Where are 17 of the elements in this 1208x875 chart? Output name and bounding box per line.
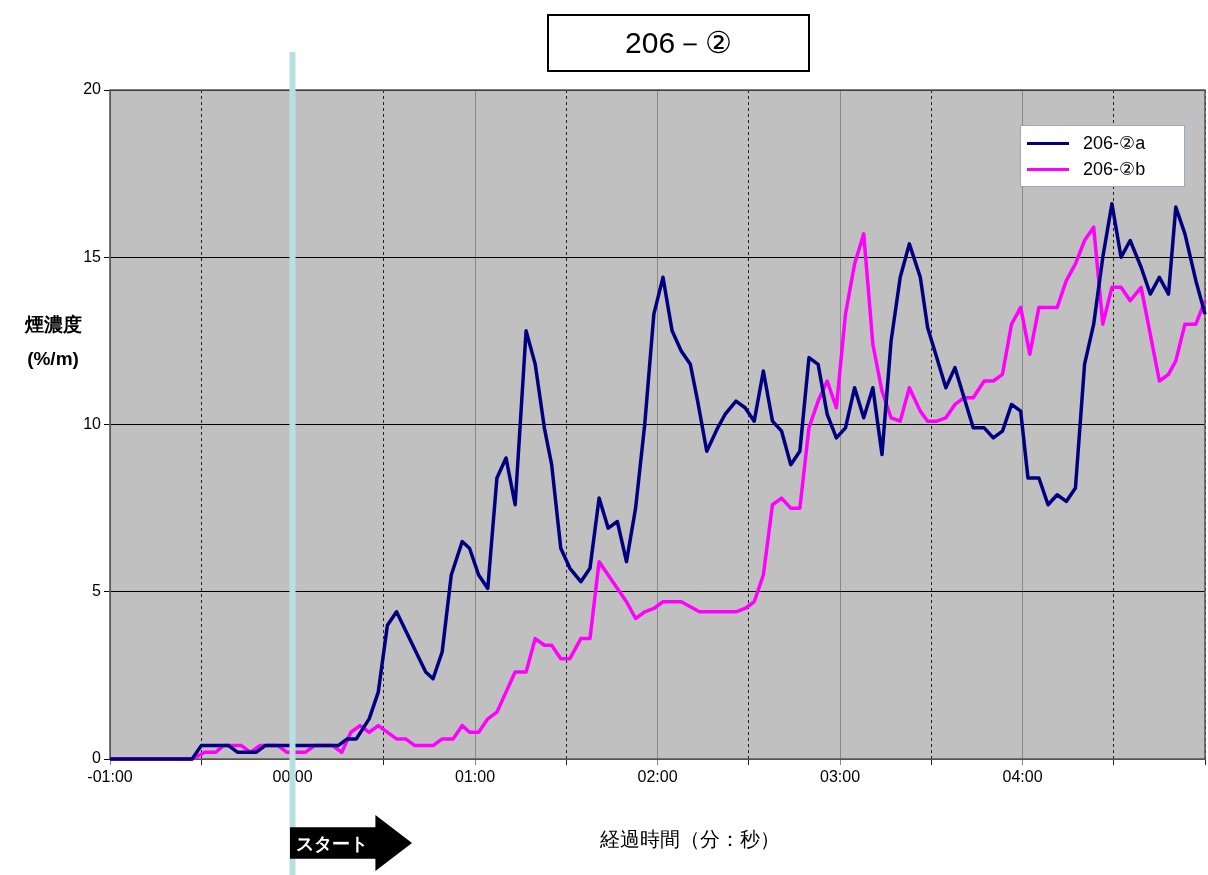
y-tick-label: 5 — [92, 582, 102, 600]
x-tick-label: 02:00 — [637, 768, 678, 786]
x-tick-label: 01:00 — [454, 768, 496, 786]
y-tick-label: 0 — [92, 749, 102, 767]
y-tick-label: 20 — [83, 80, 102, 98]
legend-label: 206-②b — [1083, 158, 1146, 180]
x-tick-label: 03:00 — [819, 768, 861, 786]
chart-title: 206－② — [547, 14, 810, 72]
x-axis-title: 経過時間（分：秒） — [599, 827, 781, 852]
x-tick-label: 04:00 — [1002, 768, 1043, 786]
y-tick-label: 10 — [83, 414, 102, 432]
legend-label: 206-②a — [1083, 132, 1146, 154]
x-tick-label: 00:00 — [272, 768, 313, 786]
y-tick-label: 15 — [83, 247, 102, 265]
y-axis-title: 煙濃度(%/m) — [23, 313, 83, 371]
text: スタート — [296, 833, 368, 856]
x-tick-label: -01:00 — [87, 768, 133, 786]
